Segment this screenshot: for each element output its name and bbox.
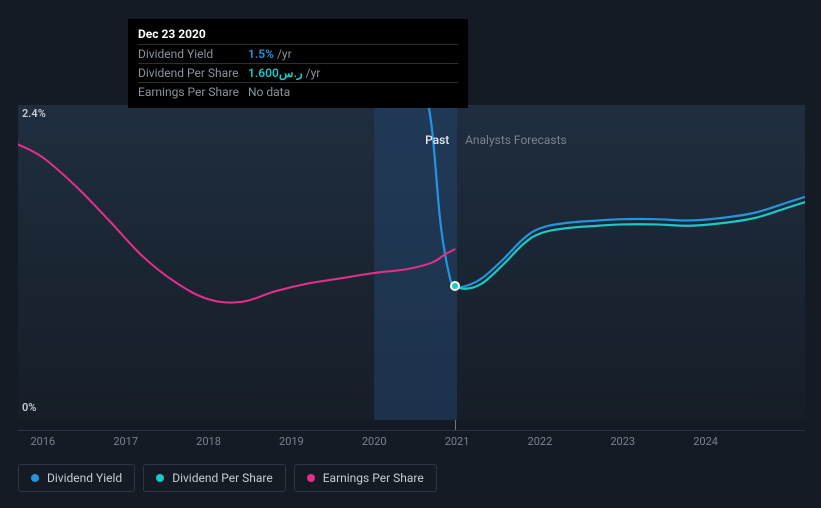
- chart-svg: [18, 105, 805, 420]
- tooltip-value: No data: [248, 85, 290, 99]
- tooltip-value: 1.5% /yr: [248, 47, 292, 61]
- y-axis-max: 2.4%: [22, 107, 46, 120]
- legend-item[interactable]: Dividend Yield: [18, 464, 135, 492]
- x-tick: 2018: [196, 435, 221, 448]
- x-tick: 2021: [445, 435, 470, 448]
- x-axis: 2016 2017 2018 2019 2020 2021 2022 2023 2024: [18, 430, 805, 446]
- legend-label: Dividend Per Share: [172, 471, 273, 485]
- legend-item[interactable]: Dividend Per Share: [143, 464, 286, 492]
- x-tick: 2022: [528, 435, 553, 448]
- x-tick: 2023: [610, 435, 635, 448]
- legend-dot-icon: [156, 474, 164, 482]
- y-axis-min: 0%: [22, 401, 36, 414]
- x-tick: 2019: [279, 435, 304, 448]
- tooltip-row: Dividend Per Share1.600ر.س /yr: [138, 63, 458, 82]
- legend-item[interactable]: Earnings Per Share: [294, 464, 437, 492]
- chart-area[interactable]: 2.4% 0% Past Analysts Forecasts: [18, 105, 805, 420]
- x-tick: 2020: [362, 435, 387, 448]
- tooltip-label: Dividend Per Share: [138, 66, 248, 80]
- tooltip-row: Dividend Yield1.5% /yr: [138, 44, 458, 63]
- tooltip-label: Earnings Per Share: [138, 85, 248, 99]
- x-tick: 2017: [113, 435, 138, 448]
- tooltip-date: Dec 23 2020: [138, 24, 458, 44]
- hover-marker: [450, 281, 460, 291]
- tooltip-value: 1.600ر.س /yr: [248, 66, 320, 80]
- hover-tooltip: Dec 23 2020 Dividend Yield1.5% /yrDivide…: [128, 19, 468, 108]
- tooltip-row: Earnings Per ShareNo data: [138, 82, 458, 101]
- legend-dot-icon: [31, 474, 39, 482]
- legend-label: Earnings Per Share: [323, 471, 424, 485]
- region-label-forecast: Analysts Forecasts: [465, 133, 567, 147]
- x-tick: 2016: [30, 435, 55, 448]
- tooltip-label: Dividend Yield: [138, 47, 248, 61]
- legend-dot-icon: [307, 474, 315, 482]
- legend: Dividend Yield Dividend Per Share Earnings…: [18, 464, 437, 492]
- x-tick: 2024: [693, 435, 718, 448]
- legend-label: Dividend Yield: [47, 471, 122, 485]
- region-label-past: Past: [425, 133, 449, 147]
